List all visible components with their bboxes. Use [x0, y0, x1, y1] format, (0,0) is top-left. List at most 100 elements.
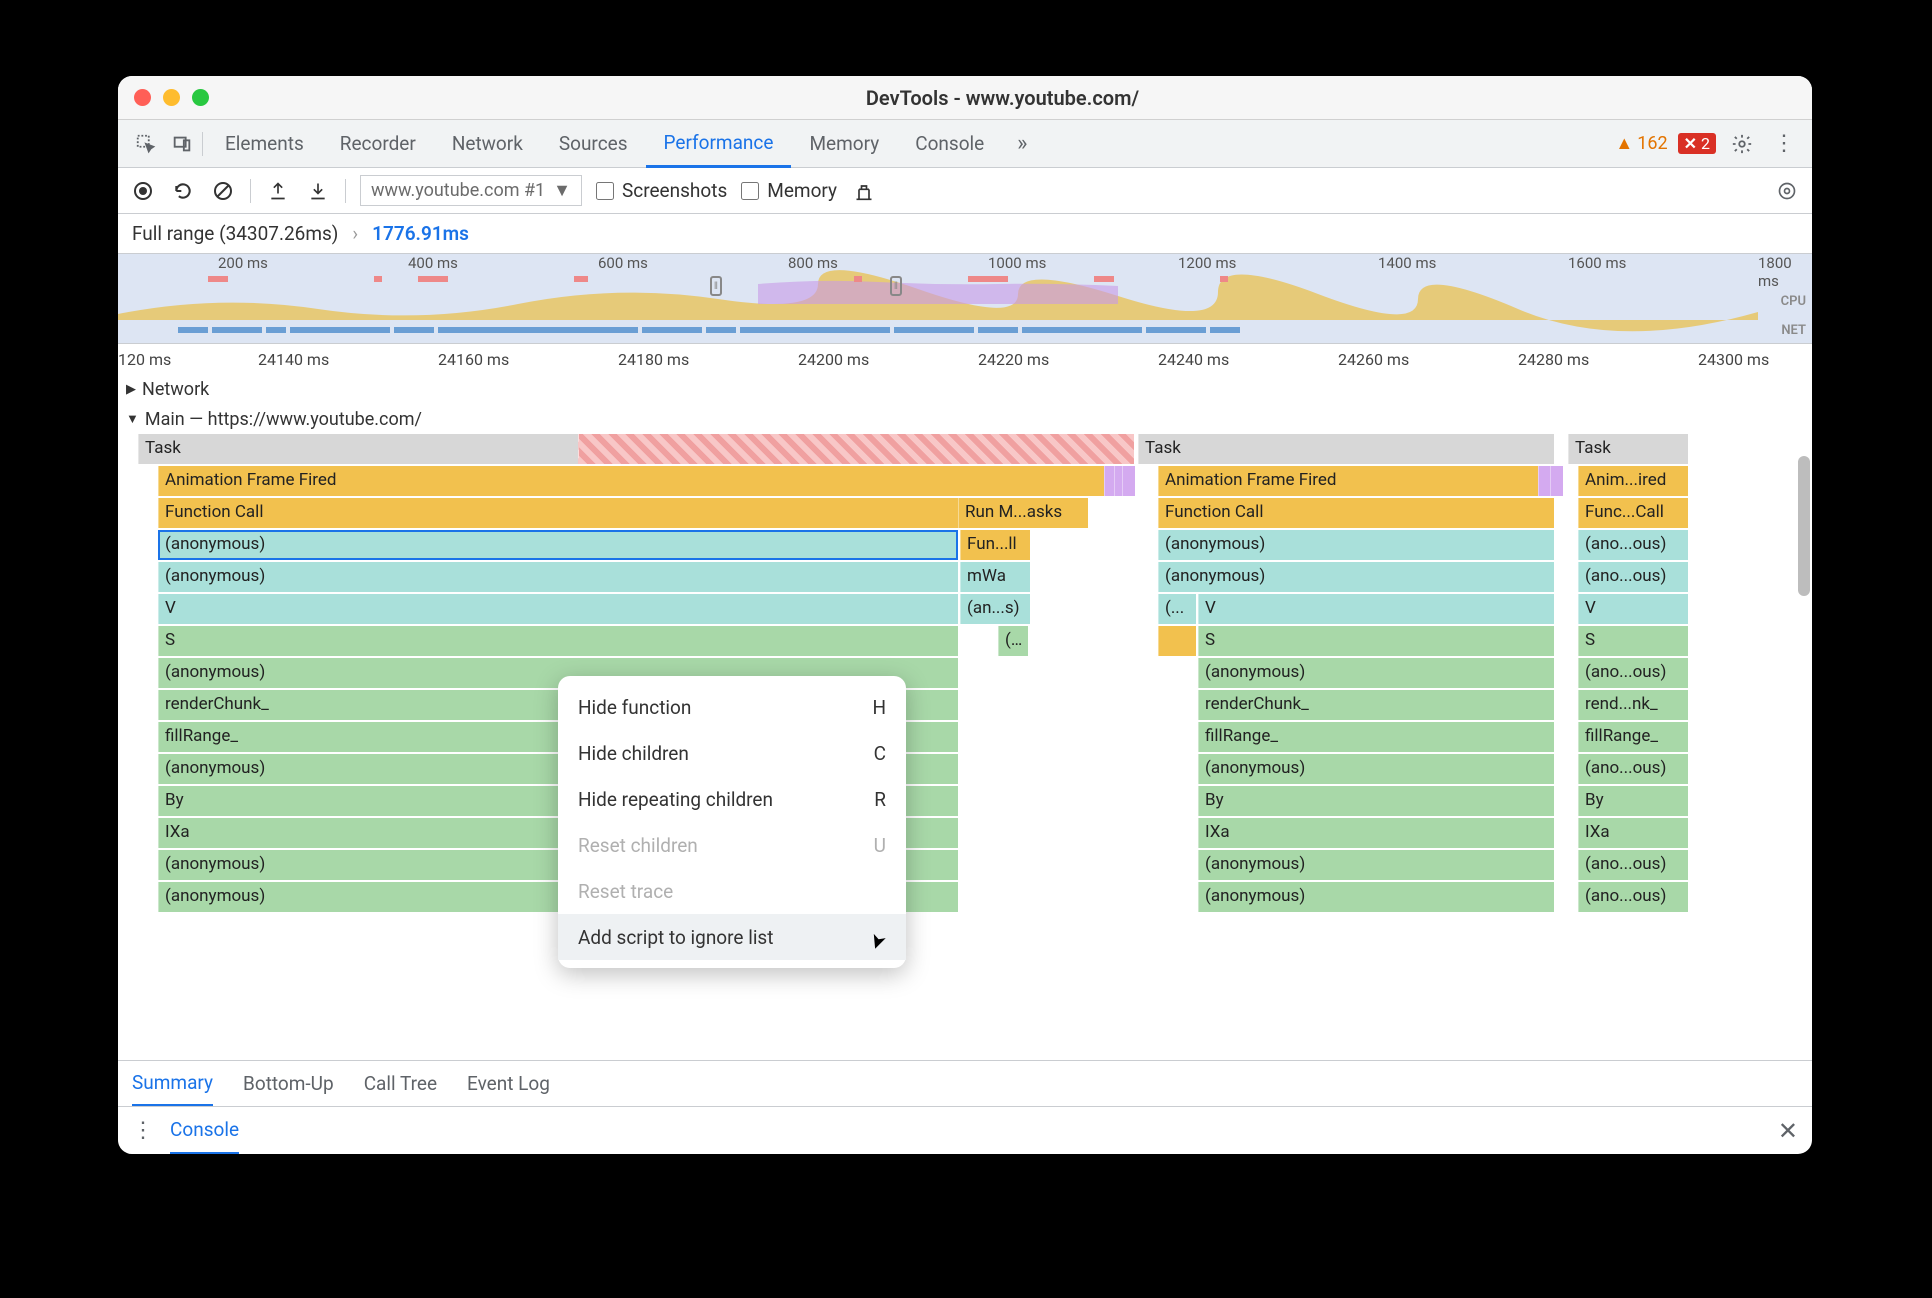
flame-bar[interactable]: V — [1198, 594, 1554, 624]
flame-bar[interactable]: (ano...ous) — [1578, 850, 1688, 880]
flame-bar[interactable]: (ano...ous) — [1578, 754, 1688, 784]
close-drawer-icon[interactable]: ✕ — [1778, 1117, 1798, 1145]
flame-bar[interactable]: By — [1578, 786, 1688, 816]
gc-button[interactable] — [851, 178, 877, 204]
clear-button[interactable] — [210, 178, 236, 204]
minimize-window-button[interactable] — [163, 89, 180, 106]
tab-sources[interactable]: Sources — [541, 120, 646, 168]
flame-bar[interactable]: S — [1198, 626, 1554, 656]
flame-bar[interactable]: (an...s) — [960, 594, 1030, 624]
inspect-icon[interactable] — [130, 128, 162, 160]
flame-row: renderChunk_renderChunk_rend...nk_ — [118, 690, 1812, 722]
flame-bar[interactable]: (anonymous) — [158, 530, 958, 560]
ctx-menu-item[interactable]: Hide repeating childrenR — [558, 776, 906, 822]
drawer: ⋮ Console ✕ — [118, 1106, 1812, 1154]
details-tab-call-tree[interactable]: Call Tree — [364, 1072, 437, 1095]
flame-bar[interactable]: S — [158, 626, 958, 656]
flame-bar[interactable]: V — [158, 594, 958, 624]
drawer-menu-icon[interactable]: ⋮ — [132, 1118, 154, 1143]
separator — [202, 132, 203, 156]
recording-select[interactable]: www.youtube.com #1 ▼ — [360, 175, 582, 206]
flame-bar[interactable]: (... — [1158, 594, 1196, 624]
details-tab-summary[interactable]: Summary — [132, 1061, 213, 1107]
errors-badge[interactable]: ✕ 2 — [1678, 133, 1716, 154]
flame-bar[interactable]: (anonymous) — [1198, 882, 1554, 912]
flame-bar[interactable]: (... — [998, 626, 1028, 656]
flame-bar[interactable]: Func...Call — [1578, 498, 1688, 528]
ctx-menu-item[interactable]: Hide childrenC — [558, 730, 906, 776]
flame-bar[interactable]: IXa — [1578, 818, 1688, 848]
flame-bar[interactable]: V — [1578, 594, 1688, 624]
tracks: ▶Network ▼Main — https://www.youtube.com… — [118, 374, 1812, 914]
reload-button[interactable] — [170, 178, 196, 204]
flame-bar[interactable]: renderChunk_ — [1198, 690, 1554, 720]
scrollbar[interactable] — [1798, 456, 1810, 596]
flame-bar[interactable]: (anonymous) — [1158, 562, 1554, 592]
overview-network — [118, 327, 1762, 337]
details-tab-event-log[interactable]: Event Log — [467, 1072, 550, 1095]
network-track-header[interactable]: ▶Network — [118, 374, 1812, 404]
breadcrumb-selected[interactable]: 1776.91ms — [372, 222, 469, 245]
settings-icon[interactable] — [1726, 128, 1758, 160]
upload-button[interactable] — [265, 178, 291, 204]
flame-bar[interactable]: fillRange_ — [1198, 722, 1554, 752]
tab-elements[interactable]: Elements — [207, 120, 322, 168]
tab-memory[interactable]: Memory — [791, 120, 897, 168]
download-button[interactable] — [305, 178, 331, 204]
tab-console[interactable]: Console — [897, 120, 1002, 168]
memory-checkbox[interactable]: Memory — [741, 179, 837, 202]
flame-bar[interactable] — [1158, 626, 1196, 656]
details-tab-bottom-up[interactable]: Bottom-Up — [243, 1072, 334, 1095]
flame-bar[interactable]: Task — [1568, 434, 1688, 464]
flame-bar[interactable]: (ano...ous) — [1578, 658, 1688, 688]
flame-bar[interactable]: Function Call — [1158, 498, 1554, 528]
tab-performance[interactable]: Performance — [646, 120, 792, 168]
flame-bar[interactable]: (anonymous) — [1198, 658, 1554, 688]
flame-row: (anonymous) (anonymous) (ano...ous) mWa — [118, 562, 1812, 594]
flame-bar[interactable]: (ano...ous) — [1578, 562, 1688, 592]
flame-bar[interactable]: Function Call — [158, 498, 958, 528]
tab-recorder[interactable]: Recorder — [322, 120, 434, 168]
settings-icon[interactable] — [1774, 178, 1800, 204]
kebab-icon[interactable]: ⋮ — [1768, 128, 1800, 160]
detail-tick: 120 ms — [118, 350, 171, 369]
main-track-header[interactable]: ▼Main — https://www.youtube.com/ — [118, 404, 1812, 434]
flame-bar[interactable]: Animation Frame Fired — [1158, 466, 1554, 496]
screenshots-checkbox[interactable]: Screenshots — [596, 179, 727, 202]
flame-bar[interactable]: Run M...asks — [958, 498, 1088, 528]
flame-bar[interactable]: mWa — [960, 562, 1030, 592]
flame-bar[interactable]: (ano...ous) — [1578, 882, 1688, 912]
record-button[interactable] — [130, 178, 156, 204]
flame-bar[interactable]: (anonymous) — [1158, 530, 1554, 560]
ctx-menu-item[interactable]: Add script to ignore list — [558, 914, 906, 960]
flame-bar[interactable]: Fun...ll — [960, 530, 1030, 560]
flame-bar[interactable]: (ano...ous) — [1578, 530, 1688, 560]
flame-bar[interactable]: S — [1578, 626, 1688, 656]
flame-bar[interactable]: (anonymous) — [1198, 754, 1554, 784]
warnings-badge[interactable]: ▲ 162 — [1615, 133, 1667, 154]
flame-bar[interactable]: Animation Frame Fired — [158, 466, 1134, 496]
flame-bar[interactable]: Task — [1138, 434, 1554, 464]
overview-timeline[interactable]: 200 ms400 ms600 ms800 ms1000 ms1200 ms14… — [118, 254, 1812, 344]
tab-network[interactable]: Network — [434, 120, 541, 168]
flame-bar[interactable]: IXa — [1198, 818, 1554, 848]
flame-bar[interactable]: By — [1198, 786, 1554, 816]
breadcrumb-full[interactable]: Full range (34307.26ms) — [132, 222, 338, 245]
flame-bar[interactable]: (anonymous) — [1198, 850, 1554, 880]
detail-ticks: 120 ms24140 ms24160 ms24180 ms24200 ms24… — [118, 344, 1812, 374]
recording-select-value: www.youtube.com #1 — [371, 180, 545, 201]
flame-bar[interactable]: Anim...ired — [1578, 466, 1688, 496]
flame-bar[interactable] — [1550, 466, 1563, 496]
flame-bar[interactable]: fillRange_ — [1578, 722, 1688, 752]
ctx-menu-item[interactable]: Hide functionH — [558, 684, 906, 730]
flame-row: (anonymous)(anonymous)(ano...ous) — [118, 658, 1812, 690]
device-icon[interactable] — [166, 128, 198, 160]
close-window-button[interactable] — [134, 89, 151, 106]
flame-bar[interactable]: (anonymous) — [158, 562, 958, 592]
maximize-window-button[interactable] — [192, 89, 209, 106]
drawer-console-tab[interactable]: Console — [170, 1107, 239, 1155]
more-tabs-icon[interactable]: » — [1006, 128, 1038, 160]
flame-chart[interactable]: TaskTaskTaskAnimation Frame FiredAnimati… — [118, 434, 1812, 914]
flame-bar[interactable]: rend...nk_ — [1578, 690, 1688, 720]
flame-bar[interactable] — [1122, 466, 1135, 496]
